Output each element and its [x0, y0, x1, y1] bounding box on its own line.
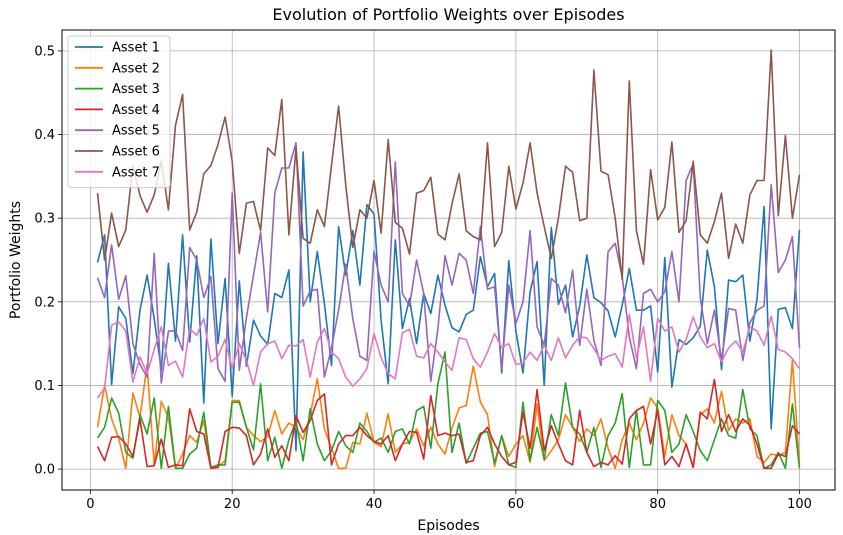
- y-tick-label: 0.5: [34, 44, 55, 59]
- series-line-asset-4: [96, 378, 801, 470]
- x-tick-label: 40: [366, 497, 383, 512]
- y-tick-label: 0.1: [34, 379, 55, 394]
- legend-label-asset-6: Asset 6: [112, 145, 160, 160]
- series-line-asset-6: [96, 49, 801, 281]
- chart-title: Evolution of Portfolio Weights over Epis…: [272, 5, 624, 24]
- x-tick-label: 80: [649, 497, 666, 512]
- series-line-asset-5: [96, 142, 801, 384]
- x-tick-label: 0: [86, 497, 94, 512]
- plot-frame: [61, 29, 836, 491]
- y-tick-label: 0.4: [34, 128, 55, 143]
- y-tick-label: 0.3: [34, 212, 55, 227]
- y-tick-label: 0.2: [34, 295, 55, 310]
- legend-label-asset-3: Asset 3: [112, 82, 160, 97]
- series-line-asset-1: [96, 151, 801, 452]
- legend-label-asset-7: Asset 7: [112, 165, 160, 180]
- legend-label-asset-4: Asset 4: [112, 103, 160, 118]
- series-line-asset-7: [96, 313, 801, 399]
- legend-box: [67, 35, 171, 189]
- series-line-asset-3: [96, 351, 801, 470]
- series-lines: [96, 49, 801, 470]
- x-tick-label: 60: [508, 497, 525, 512]
- ticks: 0 20 40 60 80 100 0.0 0.1 0.2 0.3 0.4 0.5: [34, 44, 812, 512]
- x-tick-label: 20: [224, 497, 241, 512]
- plot-area: [62, 30, 835, 490]
- legend-label-asset-1: Asset 1: [112, 41, 160, 56]
- x-axis-label: Episodes: [417, 518, 479, 534]
- legend-label-asset-2: Asset 2: [112, 61, 160, 76]
- legend-label-asset-5: Asset 5: [112, 124, 160, 139]
- y-tick-label: 0.0: [34, 463, 55, 478]
- legend: Asset 1 Asset 2 Asset 3 Asset 4 Asset 5 Asset…: [67, 35, 171, 189]
- x-tick-label: 100: [787, 497, 812, 512]
- y-axis-label: Portfolio Weights: [8, 201, 24, 319]
